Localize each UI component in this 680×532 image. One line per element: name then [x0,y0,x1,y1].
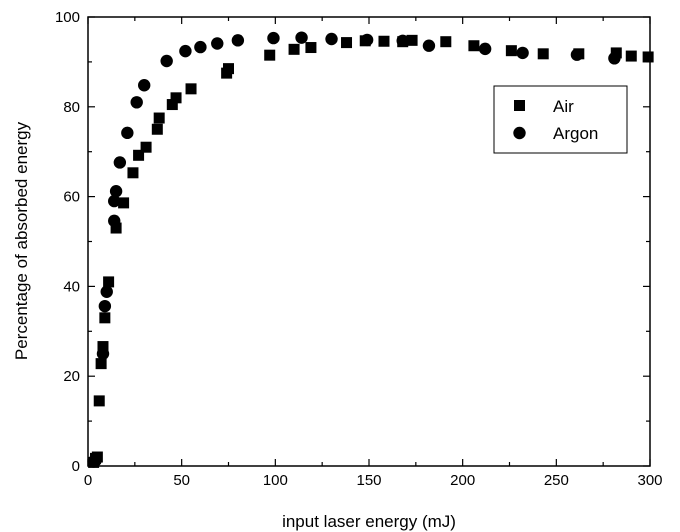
axis-tick-labels: 0 50 100 150 200 250 300 0 20 40 60 80 100 [55,9,663,489]
legend-label-argon: Argon [553,124,598,143]
data-point-air [151,123,163,135]
data-markers [87,31,654,468]
data-point-argon [100,285,113,298]
legend-marker-argon [513,126,526,140]
axis-ticks [87,16,651,467]
y-tick-label: 40 [63,278,80,295]
data-point-air [166,99,178,111]
data-point-air [99,312,111,324]
plot-frame [87,16,651,467]
y-axis-title: Percentage of absorbed energy [12,121,31,360]
data-point-air [103,276,115,288]
data-point-argon [211,37,224,50]
data-point-argon [231,34,245,47]
y-tick-label: 100 [55,9,80,26]
data-point-argon [98,299,112,313]
data-point-air [505,45,517,57]
y-tick-label: 0 [72,458,80,475]
data-point-argon [130,96,143,109]
data-point-air [110,222,122,234]
data-point-argon [396,34,409,47]
data-point-air [406,34,418,46]
data-point-argon [570,48,584,61]
x-tick-label: 300 [637,472,662,489]
data-point-air [97,341,109,353]
y-tick-label: 20 [63,368,80,385]
data-point-air [170,92,182,104]
x-tick-label: 250 [544,472,569,489]
data-point-air [185,83,197,95]
data-point-argon [194,40,207,54]
data-point-air [305,42,317,54]
data-point-argon [608,52,621,65]
data-point-argon [295,31,308,44]
data-point-air [95,358,107,370]
legend-marker-air [514,100,525,111]
y-tick-label: 60 [63,189,80,206]
data-point-air [133,149,145,161]
data-point-air [537,48,549,60]
data-point-argon [108,194,121,208]
data-point-argon [422,39,436,52]
data-point-air [140,141,152,153]
x-tick-label: 0 [84,472,92,489]
data-point-argon [516,46,529,60]
legend: Air Argon [493,85,628,154]
y-tick-label: 80 [63,99,80,116]
data-point-argon [113,156,127,169]
x-tick-label: 100 [263,472,288,489]
data-point-air [341,37,353,49]
data-point-air [127,167,139,179]
x-tick-label: 150 [356,472,381,489]
data-point-air [264,49,276,61]
data-point-air [440,36,452,48]
x-axis-title: input laser energy (mJ) [282,512,456,531]
data-point-air [625,50,637,62]
x-tick-label: 200 [450,472,475,489]
data-point-air [642,51,654,63]
data-point-air [223,63,234,75]
data-point-air [468,40,480,52]
data-point-argon [89,454,102,467]
data-point-argon [478,42,492,56]
data-point-argon [109,185,123,198]
data-point-air [288,43,300,55]
data-point-argon [179,44,192,58]
data-point-air [93,395,105,407]
plot-area [87,16,651,467]
x-tick-label: 50 [173,472,190,489]
legend-label-air: Air [553,97,574,116]
legend-box [493,85,628,154]
data-point-argon [138,79,151,92]
data-point-argon [325,32,338,46]
data-point-argon [121,126,134,140]
data-point-argon [96,347,110,360]
data-point-argon [360,33,374,47]
data-point-argon [108,214,121,228]
data-point-argon [267,31,280,45]
data-point-air [378,35,390,47]
series-argon [87,31,621,468]
data-point-air [118,197,130,209]
data-point-argon [160,54,173,68]
data-point-air [153,112,165,124]
